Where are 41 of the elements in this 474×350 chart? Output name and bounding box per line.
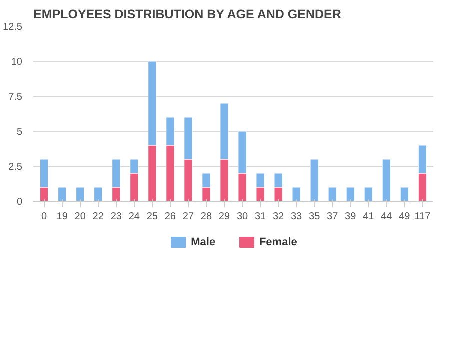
y-tick-label: 7.5 bbox=[8, 92, 23, 103]
bar bbox=[364, 187, 373, 202]
x-tick-label: 28 bbox=[200, 212, 212, 222]
x-tick-label: 37 bbox=[327, 212, 339, 222]
x-tick-label: 33 bbox=[291, 212, 303, 222]
bar bbox=[328, 187, 337, 202]
x-tick-label: 117 bbox=[414, 212, 432, 222]
bar bbox=[382, 159, 391, 202]
x-tick-label: 31 bbox=[254, 212, 267, 222]
x-tick-label: 30 bbox=[236, 212, 249, 222]
y-tick-label: 10 bbox=[11, 57, 23, 68]
bar bbox=[76, 187, 85, 202]
bar bbox=[58, 187, 67, 202]
x-tick-label: 24 bbox=[128, 212, 140, 222]
x-tick-label: 20 bbox=[74, 212, 86, 222]
x-tick-label: 49 bbox=[399, 212, 411, 222]
x-tick-label: 0 bbox=[42, 212, 48, 222]
bar bbox=[400, 187, 409, 202]
bar bbox=[310, 159, 319, 202]
x-tick-label: 35 bbox=[309, 212, 321, 222]
y-tick-label: 2.5 bbox=[8, 162, 23, 173]
bar bbox=[94, 187, 103, 202]
y-tick-label: 0 bbox=[16, 197, 23, 208]
x-tick-label: 39 bbox=[345, 212, 357, 222]
x-tick-label: 19 bbox=[56, 212, 68, 222]
x-tick-label: 23 bbox=[110, 212, 122, 222]
bar bbox=[292, 187, 301, 202]
x-tick-label: 26 bbox=[164, 212, 176, 222]
x-tick-label: 25 bbox=[146, 212, 158, 222]
x-tick-label: 41 bbox=[363, 212, 375, 222]
x-tick-label: 32 bbox=[272, 212, 285, 222]
legend-label: Female bbox=[259, 236, 298, 248]
x-tick-label: 29 bbox=[218, 212, 230, 222]
legend-label: Male bbox=[191, 236, 216, 248]
chart-title: EMPLOYEES DISTRIBUTION BY AGE AND GENDER bbox=[34, 8, 342, 22]
x-tick-label: 27 bbox=[182, 212, 194, 222]
bar bbox=[346, 187, 355, 202]
y-tick-label: 5 bbox=[16, 127, 23, 138]
x-tick-label: 22 bbox=[92, 212, 104, 222]
y-tick-label: 12.5 bbox=[3, 22, 23, 33]
x-tick-label: 44 bbox=[381, 212, 393, 222]
